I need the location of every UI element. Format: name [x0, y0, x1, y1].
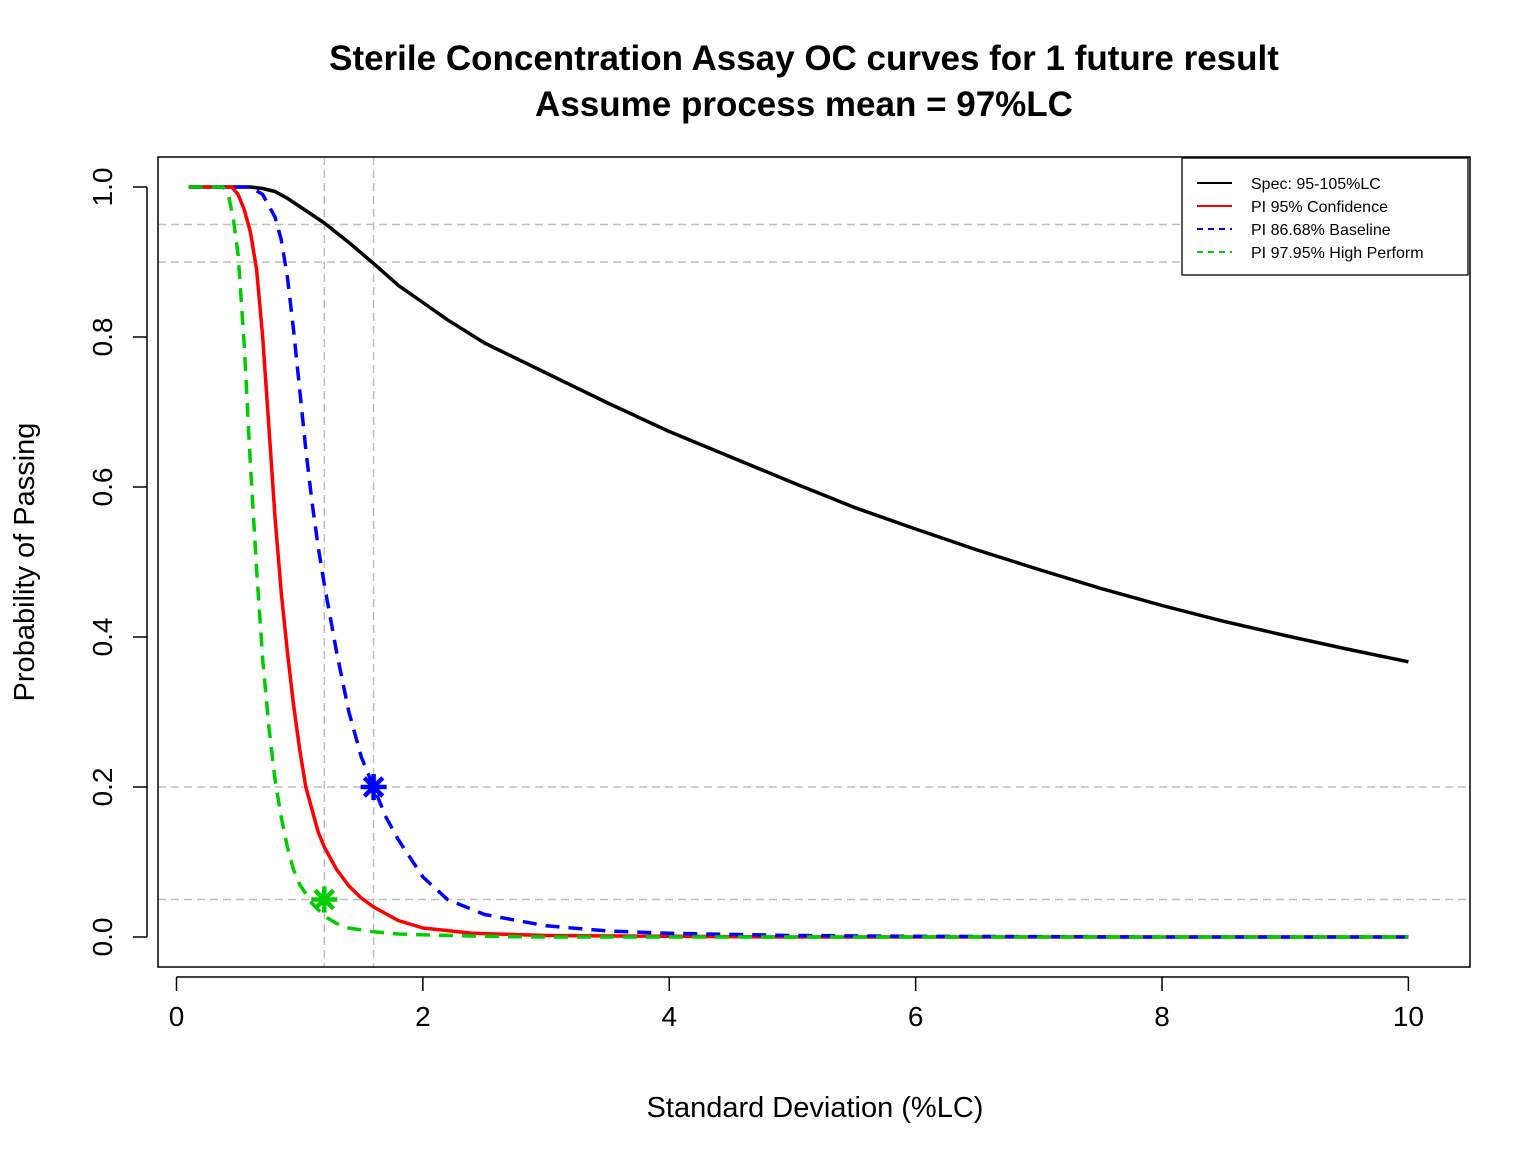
series-line-2: [188, 185, 1409, 939]
y-tick-label: 0.0: [87, 918, 118, 957]
y-tick-label: 0.8: [87, 318, 118, 357]
y-tick-label: 1.0: [87, 168, 118, 207]
series-line-4: [188, 185, 1409, 939]
y-axis: 0.0 0.2 0.4 0.6 0.8 1.0: [87, 168, 148, 957]
x-tick-label: 2: [415, 1001, 431, 1032]
legend-label-1: Spec: 95-105%LC: [1251, 176, 1381, 193]
marker-layer: [311, 774, 387, 913]
series-line-1: [188, 185, 1409, 664]
legend-label-2: PI 95% Confidence: [1251, 199, 1388, 216]
legend-label-4: PI 97.95% High Perform: [1251, 245, 1424, 262]
x-tick-label: 4: [661, 1001, 677, 1032]
x-tick-label: 10: [1393, 1001, 1424, 1032]
series-layer: [188, 185, 1409, 939]
y-tick-label: 0.2: [87, 768, 118, 807]
y-tick-label: 0.4: [87, 618, 118, 657]
star-marker-2: [311, 886, 338, 913]
x-axis-label: Standard Deviation (%LC): [647, 1092, 984, 1124]
y-tick-label: 0.6: [87, 468, 118, 507]
series-line-3: [188, 185, 1409, 939]
x-tick-label: 0: [169, 1001, 185, 1032]
plot-frame: [157, 156, 1471, 968]
x-tick-label: 8: [1154, 1001, 1170, 1032]
star-marker-1: [360, 774, 387, 800]
chart-title: Sterile Concentration Assay OC curves fo…: [329, 39, 1279, 78]
x-tick-label: 6: [908, 1001, 924, 1032]
chart-subtitle: Assume process mean = 97%LC: [535, 85, 1073, 124]
legend-box: [1181, 157, 1469, 276]
y-axis-label: Probability of Passing: [9, 423, 41, 702]
legend-label-3: PI 86.68% Baseline: [1251, 222, 1391, 239]
legend: Spec: 95-105%LC PI 95% Confidence PI 86.68…: [1181, 157, 1469, 276]
x-axis: 0 2 4 6 8 10: [169, 976, 1424, 1032]
